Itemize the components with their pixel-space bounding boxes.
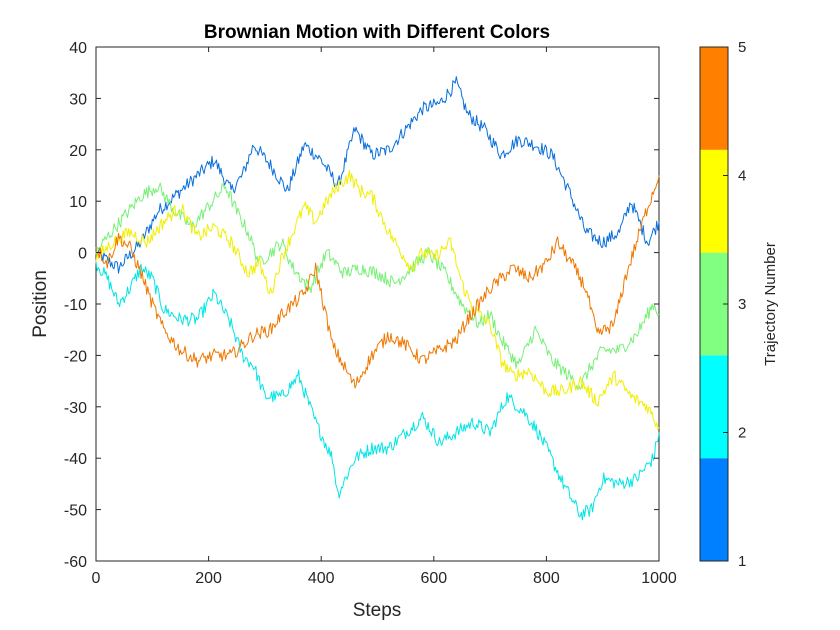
plot-box (95, 46, 660, 562)
colorbar-title: Trajectory Number (762, 242, 779, 366)
colorbar-ticks: 1 2 3 4 5 (723, 39, 746, 570)
x-tick-label: 400 (308, 570, 335, 587)
colorbar-block-5 (700, 47, 728, 150)
chart-title: Brownian Motion with Different Colors (204, 22, 550, 43)
y-axis-label: Position (30, 270, 51, 338)
trajectory-line-1 (95, 76, 660, 274)
colorbar-tick-label: 5 (738, 39, 746, 56)
y-tick-label: -40 (64, 451, 87, 468)
x-tick-label: 600 (420, 570, 447, 587)
y-tick-label: -10 (64, 297, 87, 314)
y-axis: 40 30 20 10 0 -10 -20 -30 -40 -50 -60 (64, 40, 659, 571)
colorbar-blocks (700, 47, 728, 561)
y-tick-label: 20 (69, 143, 87, 160)
colorbar-block-2 (700, 355, 728, 459)
x-tick-label: 800 (533, 570, 560, 587)
plot-area: 0 200 400 600 800 1000 40 30 20 10 0 -10 -20 -30 -40 -… (64, 40, 677, 587)
colorbar-tick-label: 2 (738, 425, 746, 442)
trajectory-line-3 (95, 182, 660, 391)
y-tick-label: -50 (64, 503, 87, 520)
trajectory-line-2 (95, 261, 660, 521)
x-tick-label: 200 (195, 570, 222, 587)
x-axis: 0 200 400 600 800 1000 (92, 47, 677, 587)
y-tick-label: -20 (64, 348, 87, 365)
y-tick-label: 10 (69, 194, 87, 211)
x-axis-label: Steps (353, 600, 402, 621)
y-tick-label: 0 (78, 246, 87, 263)
colorbar-tick-label: 3 (738, 296, 746, 313)
y-tick-label: -30 (64, 400, 87, 417)
trajectory-line-5 (95, 175, 660, 389)
colorbar: 1 2 3 4 5 Trajectory Number (699, 39, 779, 570)
y-tick-label: 40 (69, 40, 87, 57)
y-tick-label: -60 (64, 554, 87, 571)
x-tick-label: 1000 (641, 570, 677, 587)
colorbar-tick-label: 1 (738, 553, 746, 570)
y-tick-label: 30 (69, 91, 87, 108)
colorbar-block-4 (700, 149, 728, 253)
trajectory-line-4 (95, 169, 660, 431)
series-layer (95, 76, 660, 521)
x-tick-label: 0 (92, 570, 101, 587)
colorbar-tick-label: 4 (738, 168, 746, 185)
colorbar-block-1 (700, 458, 728, 561)
